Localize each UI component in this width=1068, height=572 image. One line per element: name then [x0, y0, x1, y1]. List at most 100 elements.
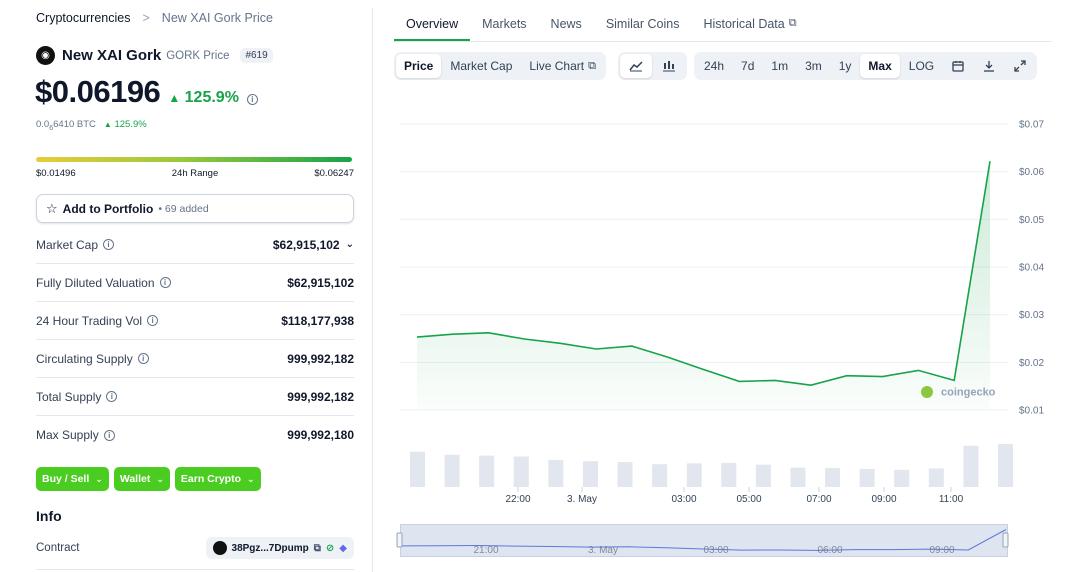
- stat-row-trading-vol: 24 Hour Trading Vol i $118,177,938: [36, 302, 354, 340]
- chevron-down-icon: ⌄: [345, 239, 354, 250]
- breadcrumb-cryptocurrencies-link[interactable]: Cryptocurrencies: [36, 11, 131, 25]
- info-icon[interactable]: i: [159, 277, 171, 288]
- btc-price-row: 0.066410 BTC ▲ 125.9%: [36, 119, 147, 132]
- range-24h-button[interactable]: 24h: [704, 59, 725, 73]
- chevron-down-icon: ⌄: [246, 473, 255, 484]
- button-label: Buy / Sell: [42, 473, 90, 485]
- add-to-portfolio-button[interactable]: ☆ Add to Portfolio • 69 added: [36, 194, 354, 223]
- calendar-icon-svg: [952, 61, 964, 72]
- tab-overview[interactable]: Overview: [394, 8, 471, 41]
- tab-markets[interactable]: Markets: [482, 17, 527, 31]
- stats-table: Market Cap i $62,915,102 ⌄ Fully Diluted V…: [36, 226, 354, 454]
- tab-news[interactable]: News: [550, 17, 582, 31]
- info-icon[interactable]: i: [137, 353, 149, 364]
- volume-bar: [444, 454, 460, 487]
- range-7d-button[interactable]: 7d: [741, 59, 755, 73]
- stat-label: Market Cap i: [36, 238, 115, 252]
- download-icon-svg: [984, 61, 995, 72]
- calendar-icon[interactable]: [943, 54, 973, 78]
- price-line: [416, 161, 991, 387]
- navigator-line: [401, 529, 1007, 551]
- stat-value: 999,992,182: [287, 351, 354, 366]
- volume-bar: [652, 464, 668, 487]
- breadcrumb-separator: >: [142, 11, 150, 25]
- fullscreen-icon[interactable]: [1005, 54, 1035, 78]
- stat-label: Circulating Supply i: [36, 352, 149, 366]
- info-icon[interactable]: i: [106, 391, 118, 402]
- wallet-button[interactable]: Wallet ⌄: [113, 467, 170, 491]
- contract-chip[interactable]: 38Pgz...7Dpump ⧉ ⊘ ◆: [205, 537, 354, 559]
- stat-label: Max Supply i: [36, 428, 115, 442]
- chart-navigator[interactable]: [400, 524, 1008, 557]
- info-icon[interactable]: i: [103, 429, 115, 441]
- time-range-toggle: 24h 7d 1m 3m 1y Max LOG: [694, 52, 1038, 80]
- button-label: Live Chart: [529, 59, 585, 73]
- tab-similar-coins[interactable]: Similar Coins: [605, 17, 680, 31]
- volume-bar: [859, 468, 875, 487]
- earn-crypto-button[interactable]: Earn Crypto ⌄: [174, 467, 261, 491]
- button-label: Earn Crypto: [180, 473, 241, 485]
- range-max-button[interactable]: Max: [860, 54, 900, 78]
- x-tick-label: 07:00: [806, 494, 831, 505]
- volume-bar: [686, 463, 702, 487]
- stat-value[interactable]: $62,915,102 ⌄: [273, 238, 354, 252]
- line-chart-icon-svg: [629, 61, 643, 72]
- y-tick-label: $0.02: [1019, 358, 1044, 369]
- price-change: ▲ 125.9%: [168, 89, 239, 107]
- info-icon[interactable]: i: [246, 94, 258, 105]
- star-icon: ☆: [46, 200, 58, 216]
- link-icon[interactable]: ⊘: [325, 542, 335, 554]
- range-3m-button[interactable]: 3m: [805, 59, 822, 73]
- candlestick-chart-icon[interactable]: [653, 54, 685, 78]
- contract-label: Contract: [36, 542, 80, 554]
- portfolio-label: Add to Portfolio: [62, 201, 154, 216]
- coin-logo-icon: ◉: [36, 46, 55, 65]
- stat-value-text: $62,915,102: [272, 237, 340, 252]
- rank-badge: #619: [240, 48, 273, 63]
- main-tabs: Overview Markets News Similar Coins Hist…: [394, 8, 809, 41]
- btc-change-value: 125.9%: [114, 119, 147, 130]
- line-chart-icon[interactable]: [620, 54, 652, 78]
- navigator-tick-label: 3. May: [588, 545, 618, 556]
- range-1m-button[interactable]: 1m: [771, 59, 789, 73]
- navigator-handle-right: [1002, 532, 1009, 548]
- range-1y-button[interactable]: 1y: [838, 59, 852, 73]
- stat-value: 999,992,180: [287, 428, 354, 442]
- x-tick-label: 3. May: [567, 494, 597, 505]
- price-mode-button[interactable]: Price: [396, 54, 442, 78]
- gecko-logo-icon: [921, 386, 933, 398]
- log-scale-button[interactable]: LOG: [908, 59, 935, 73]
- volume-bar: [825, 468, 841, 487]
- breadcrumb: Cryptocurrencies > New XAI Gork Price: [36, 11, 273, 25]
- volume-bar: [790, 467, 806, 487]
- coin-name: New XAI Gork: [62, 47, 162, 64]
- volume-bar: [721, 462, 737, 487]
- tab-historical-data[interactable]: Historical Data ⧉: [691, 8, 808, 41]
- download-icon[interactable]: [974, 54, 1004, 78]
- coin-symbol: GORK Price: [166, 49, 230, 62]
- chevron-down-icon: ⌄: [156, 473, 164, 484]
- up-triangle-icon: ▲: [168, 91, 181, 105]
- copy-icon[interactable]: ⧉: [313, 542, 321, 554]
- y-tick-label: $0.04: [1019, 263, 1044, 274]
- chart-type-toggle: [618, 52, 687, 80]
- stat-label-text: Circulating Supply: [36, 351, 133, 366]
- stat-label-text: 24 Hour Trading Vol: [36, 313, 143, 328]
- external-link-icon: ⧉: [788, 17, 797, 29]
- info-icon[interactable]: i: [103, 239, 115, 250]
- fullscreen-icon-svg: [1014, 60, 1026, 72]
- live-chart-button[interactable]: Live Chart ⧉: [521, 54, 604, 78]
- stat-label: 24 Hour Trading Vol i: [36, 313, 159, 328]
- info-icon[interactable]: i: [147, 315, 159, 326]
- stat-value: $118,177,938: [281, 313, 354, 328]
- explorer-icon[interactable]: ◆: [339, 542, 347, 554]
- coin-header: ◉ New XAI Gork GORK Price #619: [36, 46, 273, 65]
- buy-sell-button[interactable]: Buy / Sell ⌄: [36, 467, 109, 491]
- portfolio-count: • 69 added: [158, 202, 209, 215]
- tabs-divider: [394, 41, 1052, 42]
- range-low: $0.01496: [36, 168, 76, 179]
- market-cap-mode-button[interactable]: Market Cap: [450, 59, 513, 73]
- stat-row-total-supply: Total Supply i 999,992,182: [36, 378, 354, 416]
- coingecko-watermark: coingecko: [921, 386, 996, 399]
